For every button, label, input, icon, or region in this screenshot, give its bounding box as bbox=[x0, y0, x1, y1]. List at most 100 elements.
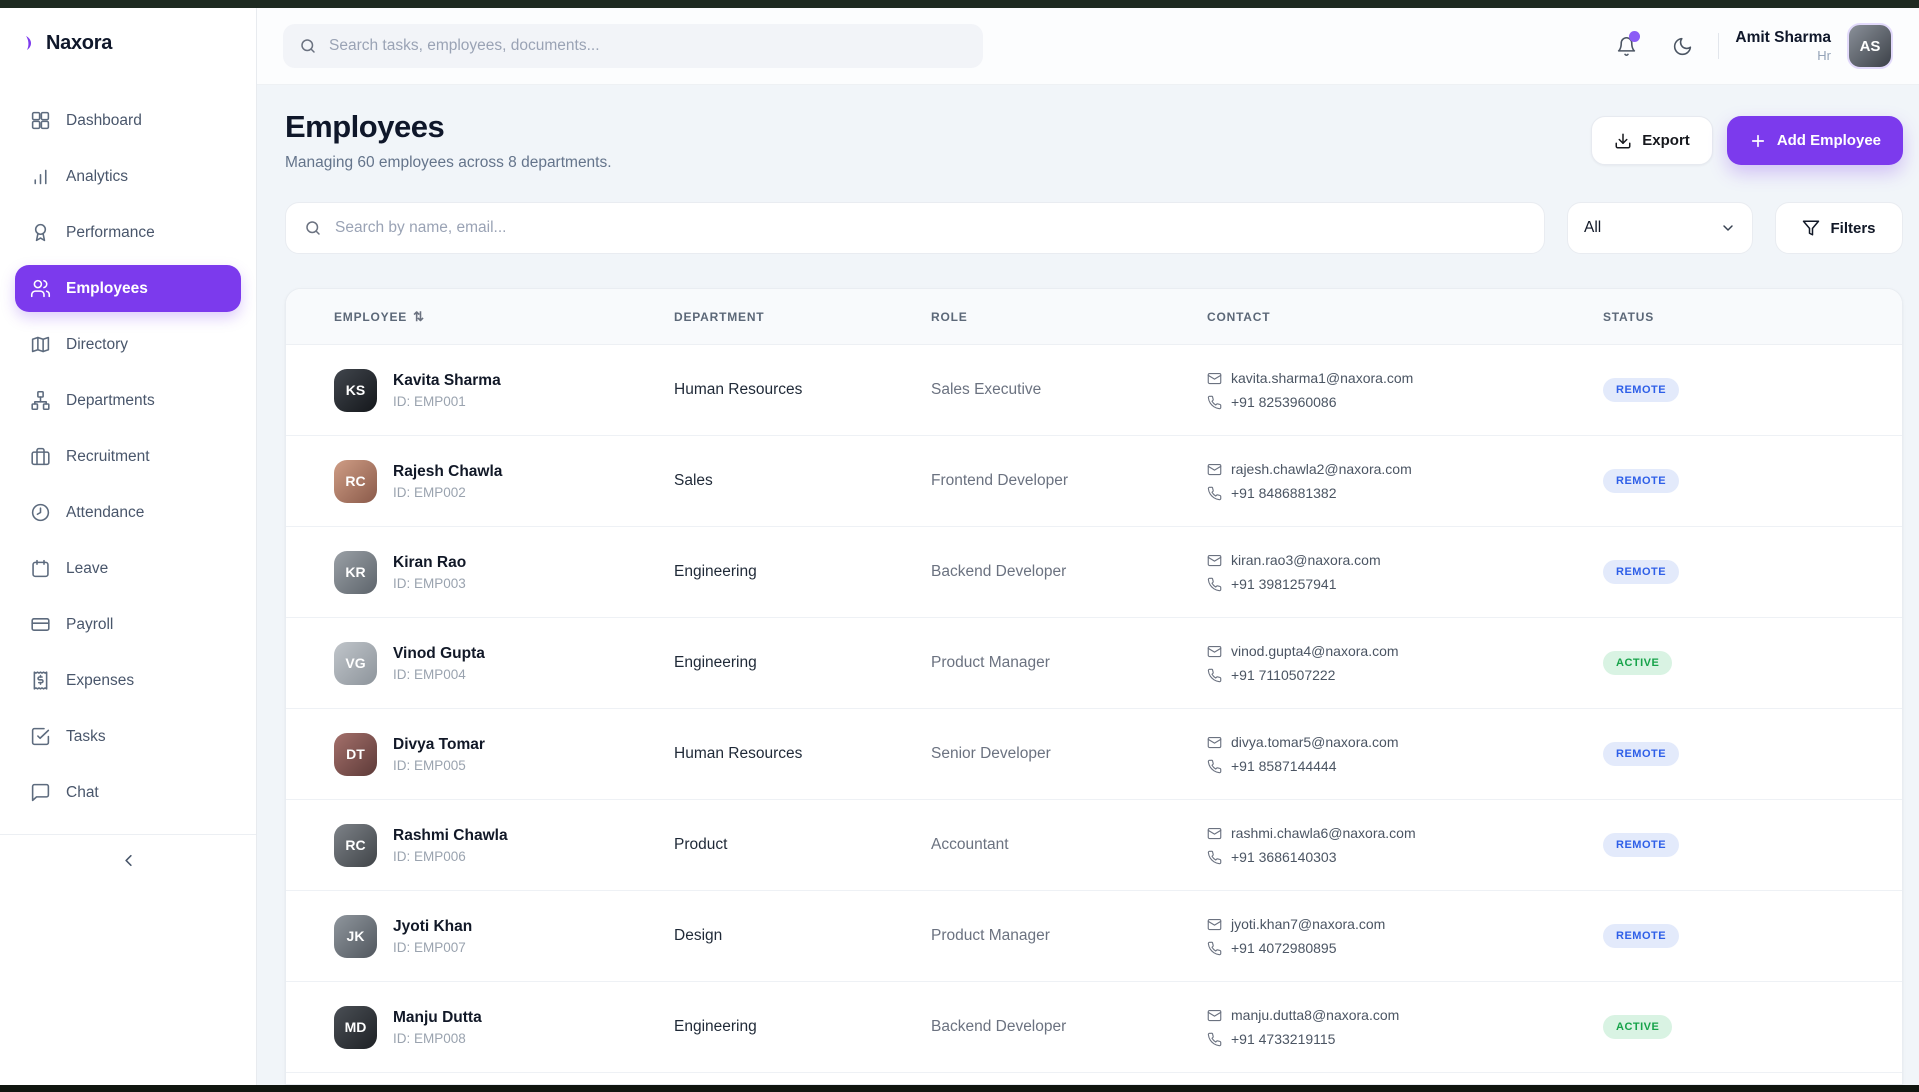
employee-email: vinod.gupta4@naxora.com bbox=[1231, 643, 1399, 659]
role-cell: Senior Developer bbox=[931, 745, 1051, 762]
brand-name: Naxora bbox=[46, 32, 113, 54]
sidebar-item-employees[interactable]: Employees bbox=[15, 265, 241, 312]
department-filter-value: All bbox=[1584, 219, 1602, 236]
sidebar-item-label: Recruitment bbox=[66, 447, 150, 465]
employee-email: kavita.sharma1@naxora.com bbox=[1231, 370, 1414, 386]
export-label: Export bbox=[1642, 132, 1690, 149]
status-cell: REMOTE bbox=[1603, 560, 1854, 584]
export-button[interactable]: Export bbox=[1591, 116, 1713, 165]
status-cell: REMOTE bbox=[1603, 833, 1854, 857]
filters-label: Filters bbox=[1830, 219, 1876, 237]
employee-phone: +91 8486881382 bbox=[1231, 485, 1337, 501]
sort-icon: ⇅ bbox=[413, 308, 425, 324]
table-row[interactable]: RC Rajesh Chawla ID: EMP002 Sales Fronte… bbox=[286, 436, 1902, 527]
dark-mode-toggle[interactable] bbox=[1662, 26, 1702, 66]
employee-email: manju.dutta8@naxora.com bbox=[1231, 1007, 1400, 1023]
window-frame-top bbox=[0, 0, 1919, 8]
status-badge: REMOTE bbox=[1603, 742, 1680, 766]
column-header-contact: CONTACT bbox=[1207, 309, 1271, 324]
table-row[interactable]: JK Jyoti Khan ID: EMP007 Design Product … bbox=[286, 891, 1902, 982]
department-filter-select[interactable]: All bbox=[1567, 202, 1753, 254]
employee-cell: JK Jyoti Khan ID: EMP007 bbox=[334, 914, 674, 958]
brand-logo: Naxora bbox=[0, 8, 256, 61]
sidebar-item-label: Chat bbox=[66, 783, 99, 801]
filters-button[interactable]: Filters bbox=[1775, 202, 1903, 254]
departments-icon bbox=[30, 390, 51, 411]
sidebar-item-label: Leave bbox=[66, 559, 109, 577]
department-cell: Design bbox=[674, 927, 723, 944]
sidebar-item-dashboard[interactable]: Dashboard bbox=[15, 97, 241, 144]
page-title: Employees bbox=[285, 109, 445, 144]
employee-cell: RC Rashmi Chawla ID: EMP006 bbox=[334, 823, 674, 867]
sidebar-item-analytics[interactable]: Analytics bbox=[15, 153, 241, 200]
app-shell: Naxora Dashboard Analytics Performance E… bbox=[0, 8, 1919, 1085]
table-body: KS Kavita Sharma ID: EMP001 Human Resour… bbox=[286, 345, 1902, 1073]
role-cell: Sales Executive bbox=[931, 381, 1042, 398]
table-row[interactable]: KS Kavita Sharma ID: EMP001 Human Resour… bbox=[286, 345, 1902, 436]
global-search-input[interactable] bbox=[329, 37, 967, 55]
status-cell: REMOTE bbox=[1603, 742, 1854, 766]
sidebar-item-leave[interactable]: Leave bbox=[15, 545, 241, 592]
sidebar-item-label: Tasks bbox=[66, 727, 106, 745]
topbar: Amit Sharma Hr AS bbox=[257, 8, 1919, 85]
avatar: MD bbox=[334, 1005, 377, 1049]
employee-phone: +91 3686140303 bbox=[1231, 849, 1337, 865]
employee-cell: MD Manju Dutta ID: EMP008 bbox=[334, 1005, 674, 1049]
sidebar-item-performance[interactable]: Performance bbox=[15, 209, 241, 256]
avatar: DT bbox=[334, 732, 377, 776]
employee-cell: KS Kavita Sharma ID: EMP001 bbox=[334, 368, 674, 412]
analytics-icon bbox=[30, 166, 51, 187]
table-row[interactable]: VG Vinod Gupta ID: EMP004 Engineering Pr… bbox=[286, 618, 1902, 709]
sidebar-item-label: Employees bbox=[66, 279, 148, 297]
employee-id: ID: EMP007 bbox=[393, 939, 466, 955]
avatar[interactable]: AS bbox=[1847, 23, 1893, 69]
employee-name: Manju Dutta bbox=[393, 1008, 482, 1026]
mail-icon bbox=[1207, 463, 1222, 475]
mail-icon bbox=[1207, 554, 1222, 566]
sidebar-item-departments[interactable]: Departments bbox=[15, 377, 241, 424]
role-cell: Product Manager bbox=[931, 927, 1050, 944]
mail-icon bbox=[1207, 736, 1222, 748]
page-header-text: Employees Managing 60 employees across 8… bbox=[285, 109, 612, 172]
mail-icon bbox=[1207, 645, 1222, 657]
sidebar-item-recruitment[interactable]: Recruitment bbox=[15, 433, 241, 480]
column-header-employee[interactable]: EMPLOYEE ⇅ bbox=[334, 308, 425, 324]
status-badge: ACTIVE bbox=[1603, 1015, 1673, 1039]
sidebar-collapse-button[interactable] bbox=[119, 851, 138, 870]
avatar: RC bbox=[334, 459, 377, 503]
sidebar-item-expenses[interactable]: Expenses bbox=[15, 657, 241, 704]
chat-icon bbox=[30, 782, 51, 803]
employee-id: ID: EMP005 bbox=[393, 757, 466, 773]
tasks-icon bbox=[30, 726, 51, 747]
performance-icon bbox=[30, 222, 51, 243]
dashboard-icon bbox=[30, 110, 51, 131]
add-employee-button[interactable]: Add Employee bbox=[1726, 116, 1903, 165]
plus-icon bbox=[1751, 134, 1764, 147]
phone-icon bbox=[1207, 395, 1222, 409]
table-search-input[interactable] bbox=[335, 219, 1526, 237]
notifications-button[interactable] bbox=[1606, 26, 1646, 66]
phone-icon bbox=[1207, 759, 1222, 773]
table-row[interactable]: DT Divya Tomar ID: EMP005 Human Resource… bbox=[286, 709, 1902, 800]
contact-cell: vinod.gupta4@naxora.com +91 7110507222 bbox=[1207, 643, 1603, 683]
sidebar-item-attendance[interactable]: Attendance bbox=[15, 489, 241, 536]
sidebar-item-label: Analytics bbox=[66, 167, 129, 185]
table-row[interactable]: MD Manju Dutta ID: EMP008 Engineering Ba… bbox=[286, 982, 1902, 1073]
status-cell: REMOTE bbox=[1603, 378, 1854, 402]
department-cell: Human Resources bbox=[674, 745, 803, 762]
sidebar-item-tasks[interactable]: Tasks bbox=[15, 713, 241, 760]
expenses-icon bbox=[30, 670, 51, 691]
sidebar-item-directory[interactable]: Directory bbox=[15, 321, 241, 368]
table-row[interactable]: KR Kiran Rao ID: EMP003 Engineering Back… bbox=[286, 527, 1902, 618]
notification-dot bbox=[1629, 31, 1641, 42]
column-header-status: STATUS bbox=[1603, 309, 1655, 324]
table-row[interactable]: RC Rashmi Chawla ID: EMP006 Product Acco… bbox=[286, 800, 1902, 891]
employee-id: ID: EMP001 bbox=[393, 393, 466, 409]
status-badge: REMOTE bbox=[1603, 924, 1680, 948]
employee-id: ID: EMP008 bbox=[393, 1030, 466, 1046]
sidebar-item-payroll[interactable]: Payroll bbox=[15, 601, 241, 648]
sidebar-item-chat[interactable]: Chat bbox=[15, 769, 241, 816]
global-search bbox=[283, 24, 983, 68]
department-cell: Sales bbox=[674, 472, 713, 489]
leave-icon bbox=[30, 558, 51, 579]
